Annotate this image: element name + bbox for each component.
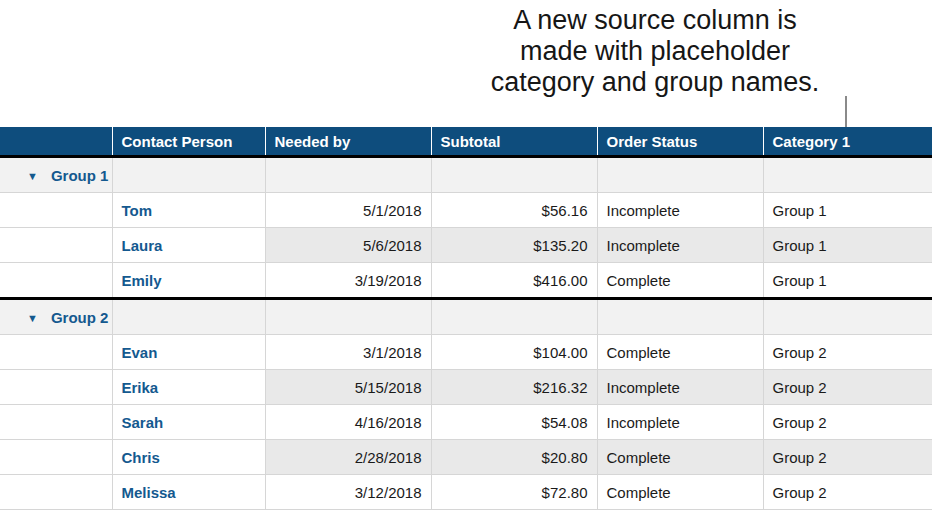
- callout-line: A new source column is: [450, 5, 860, 36]
- order-status-cell[interactable]: Complete: [597, 475, 763, 510]
- group-row-cell[interactable]: [112, 157, 265, 193]
- disclosure-triangle-icon[interactable]: ▼: [27, 312, 38, 324]
- subtotal-cell[interactable]: $104.00: [431, 335, 597, 370]
- table-body: ▼Group 1Tom5/1/2018$56.16IncompleteGroup…: [0, 157, 932, 510]
- row-header-cell[interactable]: [0, 405, 112, 440]
- category-cell[interactable]: Group 1: [763, 263, 932, 299]
- group-row-cell[interactable]: [265, 157, 431, 193]
- category-cell[interactable]: Group 2: [763, 475, 932, 510]
- contact-person-cell[interactable]: Laura: [112, 228, 265, 263]
- callout-line: made with placeholder: [450, 36, 860, 67]
- callout-connector-line: [845, 96, 847, 127]
- header-cell-category-1[interactable]: Category 1: [763, 127, 932, 157]
- header-cell-subtotal[interactable]: Subtotal: [431, 127, 597, 157]
- subtotal-cell[interactable]: $56.16: [431, 193, 597, 228]
- contact-person-cell[interactable]: Emily: [112, 263, 265, 299]
- callout-annotation: A new source column is made with placeho…: [450, 5, 860, 98]
- needed-by-cell[interactable]: 5/6/2018: [265, 228, 431, 263]
- order-status-cell[interactable]: Incomplete: [597, 193, 763, 228]
- contact-person-cell[interactable]: Erika: [112, 370, 265, 405]
- category-cell[interactable]: Group 2: [763, 440, 932, 475]
- needed-by-cell[interactable]: 3/12/2018: [265, 475, 431, 510]
- row-header-cell[interactable]: [0, 228, 112, 263]
- group-title-cell[interactable]: ▼ Group 2: [0, 299, 112, 335]
- header-cell-needed-by[interactable]: Needed by: [265, 127, 431, 157]
- table-row: Tom5/1/2018$56.16IncompleteGroup 1: [0, 193, 932, 228]
- table-row: Sarah4/16/2018$54.08IncompleteGroup 2: [0, 405, 932, 440]
- group-header-row: ▼ Group 2: [0, 299, 932, 335]
- needed-by-cell[interactable]: 3/1/2018: [265, 335, 431, 370]
- needed-by-cell[interactable]: 5/1/2018: [265, 193, 431, 228]
- order-status-cell[interactable]: Incomplete: [597, 370, 763, 405]
- contact-person-cell[interactable]: Chris: [112, 440, 265, 475]
- category-cell[interactable]: Group 2: [763, 370, 932, 405]
- group-row-cell[interactable]: [597, 299, 763, 335]
- order-status-cell[interactable]: Complete: [597, 263, 763, 299]
- needed-by-cell[interactable]: 5/15/2018: [265, 370, 431, 405]
- callout-line: category and group names.: [450, 67, 860, 98]
- row-header-cell[interactable]: [0, 193, 112, 228]
- row-header-cell[interactable]: [0, 475, 112, 510]
- group-title-cell[interactable]: ▼ Group 1: [0, 157, 112, 193]
- subtotal-cell[interactable]: $72.80: [431, 475, 597, 510]
- category-cell[interactable]: Group 1: [763, 193, 932, 228]
- group-row-cell[interactable]: [597, 157, 763, 193]
- order-status-cell[interactable]: Incomplete: [597, 228, 763, 263]
- header-cell-group[interactable]: [0, 127, 112, 157]
- group-label: Group 2: [51, 309, 109, 326]
- table-row: Melissa3/12/2018$72.80CompleteGroup 2: [0, 475, 932, 510]
- header-cell-order-status[interactable]: Order Status: [597, 127, 763, 157]
- table-row: Erika5/15/2018$216.32IncompleteGroup 2: [0, 370, 932, 405]
- group-header-row: ▼ Group 1: [0, 157, 932, 193]
- group-row-cell[interactable]: [265, 299, 431, 335]
- subtotal-cell[interactable]: $135.20: [431, 228, 597, 263]
- table-row: Evan3/1/2018$104.00CompleteGroup 2: [0, 335, 932, 370]
- contact-person-cell[interactable]: Melissa: [112, 475, 265, 510]
- row-header-cell[interactable]: [0, 263, 112, 299]
- disclosure-triangle-icon[interactable]: ▼: [27, 170, 38, 182]
- subtotal-cell[interactable]: $54.08: [431, 405, 597, 440]
- group-label: Group 1: [51, 167, 109, 184]
- contact-person-cell[interactable]: Evan: [112, 335, 265, 370]
- group-row-cell[interactable]: [763, 157, 932, 193]
- table-row: Emily3/19/2018$416.00CompleteGroup 1: [0, 263, 932, 299]
- group-row-cell[interactable]: [112, 299, 265, 335]
- subtotal-cell[interactable]: $216.32: [431, 370, 597, 405]
- order-status-cell[interactable]: Complete: [597, 335, 763, 370]
- table-row: Chris2/28/2018$20.80CompleteGroup 2: [0, 440, 932, 475]
- needed-by-cell[interactable]: 3/19/2018: [265, 263, 431, 299]
- category-cell[interactable]: Group 2: [763, 335, 932, 370]
- group-row-cell[interactable]: [763, 299, 932, 335]
- table-row: Laura5/6/2018$135.20IncompleteGroup 1: [0, 228, 932, 263]
- order-status-cell[interactable]: Complete: [597, 440, 763, 475]
- subtotal-cell[interactable]: $20.80: [431, 440, 597, 475]
- categorized-table: Contact Person Needed by Subtotal Order …: [0, 127, 932, 510]
- group-row-cell[interactable]: [431, 157, 597, 193]
- header-cell-contact-person[interactable]: Contact Person: [112, 127, 265, 157]
- contact-person-cell[interactable]: Sarah: [112, 405, 265, 440]
- order-status-cell[interactable]: Incomplete: [597, 405, 763, 440]
- group-row-cell[interactable]: [431, 299, 597, 335]
- row-header-cell[interactable]: [0, 440, 112, 475]
- contact-person-cell[interactable]: Tom: [112, 193, 265, 228]
- header-row: Contact Person Needed by Subtotal Order …: [0, 127, 932, 157]
- category-cell[interactable]: Group 1: [763, 228, 932, 263]
- needed-by-cell[interactable]: 4/16/2018: [265, 405, 431, 440]
- row-header-cell[interactable]: [0, 370, 112, 405]
- subtotal-cell[interactable]: $416.00: [431, 263, 597, 299]
- needed-by-cell[interactable]: 2/28/2018: [265, 440, 431, 475]
- row-header-cell[interactable]: [0, 335, 112, 370]
- category-cell[interactable]: Group 2: [763, 405, 932, 440]
